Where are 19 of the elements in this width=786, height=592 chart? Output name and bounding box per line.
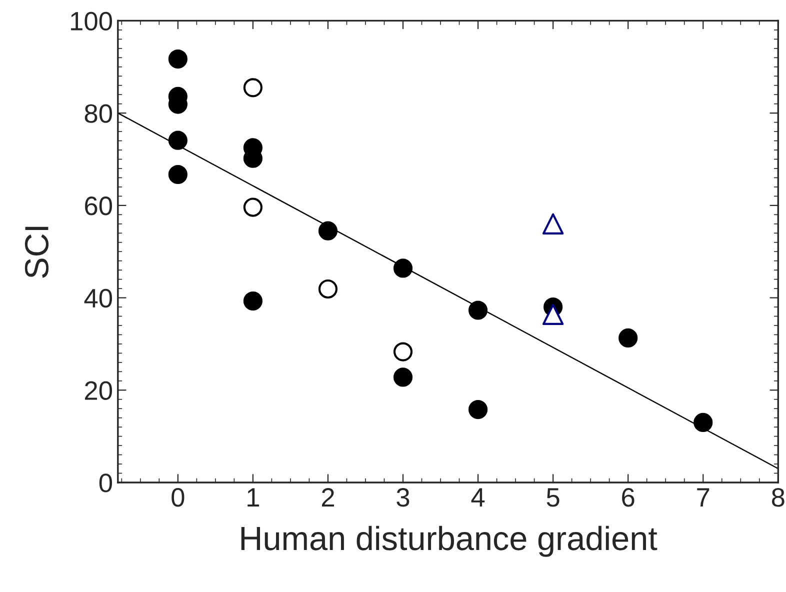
x-tick-label: 4 bbox=[471, 488, 485, 506]
y-tick-label: 0 bbox=[99, 474, 112, 492]
y-tick-label: 40 bbox=[84, 288, 112, 308]
y-tick-label: 80 bbox=[84, 104, 112, 123]
y-tick-label: 100 bbox=[71, 12, 112, 31]
x-tick-label: 0 bbox=[172, 488, 184, 507]
y-tick-label: 60 bbox=[85, 196, 112, 216]
x-tick-label: 5 bbox=[546, 488, 560, 507]
x-tick-label: 2 bbox=[322, 488, 334, 506]
y-axis-title: SCI bbox=[24, 226, 49, 278]
x-axis-title: Human disturbance gradient bbox=[241, 526, 658, 557]
point bbox=[542, 213, 564, 235]
y-tick-label: 20 bbox=[85, 381, 112, 400]
x-tick-label: 3 bbox=[396, 488, 410, 507]
x-tick-label: 7 bbox=[697, 488, 710, 506]
point bbox=[542, 304, 564, 326]
x-tick-label: 6 bbox=[622, 488, 634, 507]
x-tick-label: 8 bbox=[772, 488, 784, 507]
x-tick-label: 1 bbox=[248, 488, 259, 506]
